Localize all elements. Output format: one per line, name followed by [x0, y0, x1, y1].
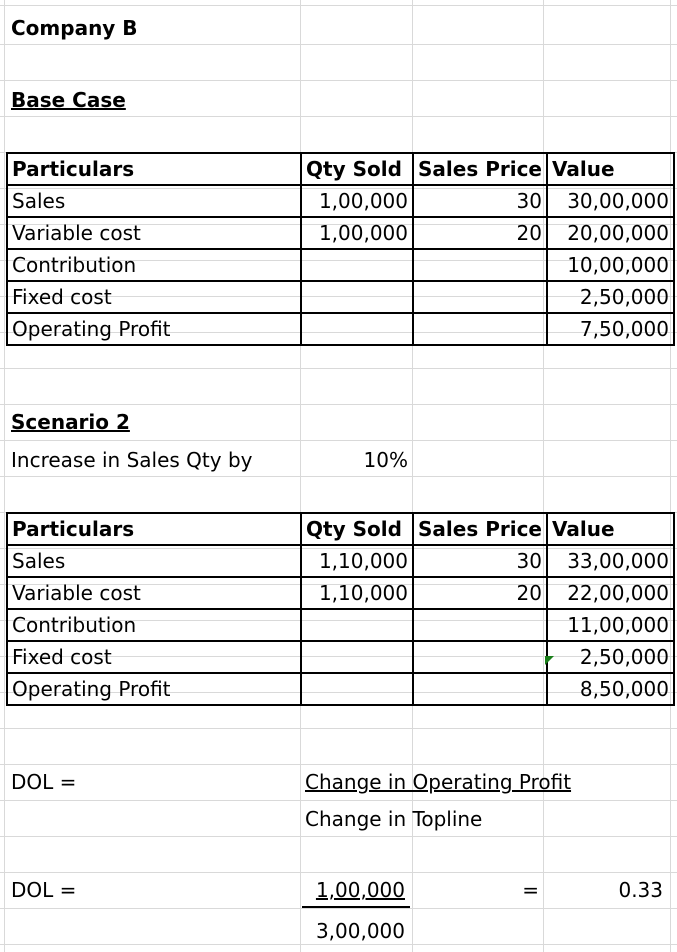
table-header-row: Particulars Qty Sold Sales Price Value: [6, 152, 675, 186]
dol-formula-label: DOL =: [11, 770, 77, 794]
table-cell[interactable]: 30: [412, 184, 548, 218]
table-row: Variable cost 1,10,000 20 22,00,000: [6, 576, 675, 610]
table-cell[interactable]: 30: [412, 544, 548, 578]
table-cell[interactable]: 1,00,000: [300, 216, 414, 250]
table-cell[interactable]: Operating Profit: [6, 672, 302, 706]
gridline: [0, 440, 677, 441]
table-row: Variable cost 1,00,000 20 20,00,000: [6, 216, 675, 250]
equals-sign: =: [522, 878, 539, 902]
table-cell[interactable]: 20: [412, 216, 548, 250]
table-cell[interactable]: 22,00,000: [545, 576, 675, 610]
table-row: Operating Profit 8,50,000: [6, 672, 675, 706]
table-cell[interactable]: 8,50,000: [545, 672, 675, 706]
increase-label: Increase in Sales Qty by: [11, 448, 253, 472]
dol-result[interactable]: 0.33: [618, 878, 663, 902]
table-cell[interactable]: 10,00,000: [545, 248, 675, 282]
dol-calc-numerator[interactable]: 1,00,000: [315, 878, 405, 902]
column-header[interactable]: Qty Sold: [300, 512, 414, 546]
scenario2-table: Particulars Qty Sold Sales Price Value Sales…: [6, 512, 675, 706]
table-row: Contribution 10,00,000: [6, 248, 675, 282]
gridline: [0, 44, 677, 45]
gridline: [0, 836, 677, 837]
gridline: [0, 116, 677, 117]
gridline: [0, 872, 677, 873]
table-cell[interactable]: Operating Profit: [6, 312, 302, 346]
scenario2-title: Scenario 2: [11, 410, 130, 434]
dol-numerator: Change in Operating Profit: [305, 770, 572, 794]
table-cell[interactable]: 33,00,000: [545, 544, 675, 578]
table-cell[interactable]: [300, 608, 414, 642]
table-cell[interactable]: [412, 640, 548, 674]
table-cell[interactable]: [412, 608, 548, 642]
dol-denominator: Change in Topline: [305, 807, 483, 831]
gridline: [0, 368, 677, 369]
table-row: Fixed cost 2,50,000: [6, 280, 675, 314]
gridline: [0, 476, 677, 477]
table-cell[interactable]: 20,00,000: [545, 216, 675, 250]
error-indicator-icon: [545, 656, 554, 665]
gridline: [0, 728, 677, 729]
gridline: [0, 764, 677, 765]
table-cell[interactable]: [300, 312, 414, 346]
table-cell[interactable]: [300, 248, 414, 282]
table-cell[interactable]: [300, 672, 414, 706]
table-cell[interactable]: [412, 312, 548, 346]
gridline: [0, 800, 677, 801]
table-cell[interactable]: Variable cost: [6, 216, 302, 250]
gridline: [0, 944, 677, 945]
base-case-table: Particulars Qty Sold Sales Price Value Sales…: [6, 152, 675, 346]
dol-calc-label: DOL =: [11, 878, 77, 902]
table-cell[interactable]: 1,10,000: [300, 576, 414, 610]
table-row: Sales 1,10,000 30 33,00,000: [6, 544, 675, 578]
table-cell[interactable]: 2,50,000: [545, 640, 675, 674]
table-cell[interactable]: 2,50,000: [545, 280, 675, 314]
increase-value[interactable]: 10%: [363, 448, 408, 472]
gridline: [0, 404, 677, 405]
table-row: Contribution 11,00,000: [6, 608, 675, 642]
gridline: [0, 80, 677, 81]
column-header[interactable]: Particulars: [6, 512, 302, 546]
column-header[interactable]: Value: [545, 512, 675, 546]
table-cell[interactable]: [412, 280, 548, 314]
fraction-bar: [302, 906, 410, 908]
column-header[interactable]: Particulars: [6, 152, 302, 186]
table-row: Sales 1,00,000 30 30,00,000: [6, 184, 675, 218]
table-cell[interactable]: Sales: [6, 544, 302, 578]
table-row: Fixed cost 2,50,000: [6, 640, 675, 674]
column-header[interactable]: Value: [545, 152, 675, 186]
table-cell[interactable]: [412, 248, 548, 282]
table-cell[interactable]: Fixed cost: [6, 280, 302, 314]
table-cell[interactable]: [300, 280, 414, 314]
table-cell[interactable]: 1,10,000: [300, 544, 414, 578]
table-row: Operating Profit 7,50,000: [6, 312, 675, 346]
table-header-row: Particulars Qty Sold Sales Price Value: [6, 512, 675, 546]
company-title: Company B: [11, 16, 138, 40]
dol-calc-denominator[interactable]: 3,00,000: [315, 919, 405, 943]
base-case-title: Base Case: [11, 88, 126, 112]
table-cell[interactable]: [300, 640, 414, 674]
table-cell[interactable]: 1,00,000: [300, 184, 414, 218]
table-cell[interactable]: Variable cost: [6, 576, 302, 610]
table-cell[interactable]: 7,50,000: [545, 312, 675, 346]
table-cell[interactable]: [412, 672, 548, 706]
gridline: [0, 908, 677, 909]
table-cell[interactable]: Sales: [6, 184, 302, 218]
column-header[interactable]: Qty Sold: [300, 152, 414, 186]
column-header[interactable]: Sales Price: [412, 152, 548, 186]
table-cell[interactable]: Fixed cost: [6, 640, 302, 674]
gridline: [0, 5, 677, 6]
table-cell[interactable]: Contribution: [6, 248, 302, 282]
table-cell[interactable]: 11,00,000: [545, 608, 675, 642]
table-cell[interactable]: 30,00,000: [545, 184, 675, 218]
table-cell[interactable]: Contribution: [6, 608, 302, 642]
column-header[interactable]: Sales Price: [412, 512, 548, 546]
table-cell[interactable]: 20: [412, 576, 548, 610]
